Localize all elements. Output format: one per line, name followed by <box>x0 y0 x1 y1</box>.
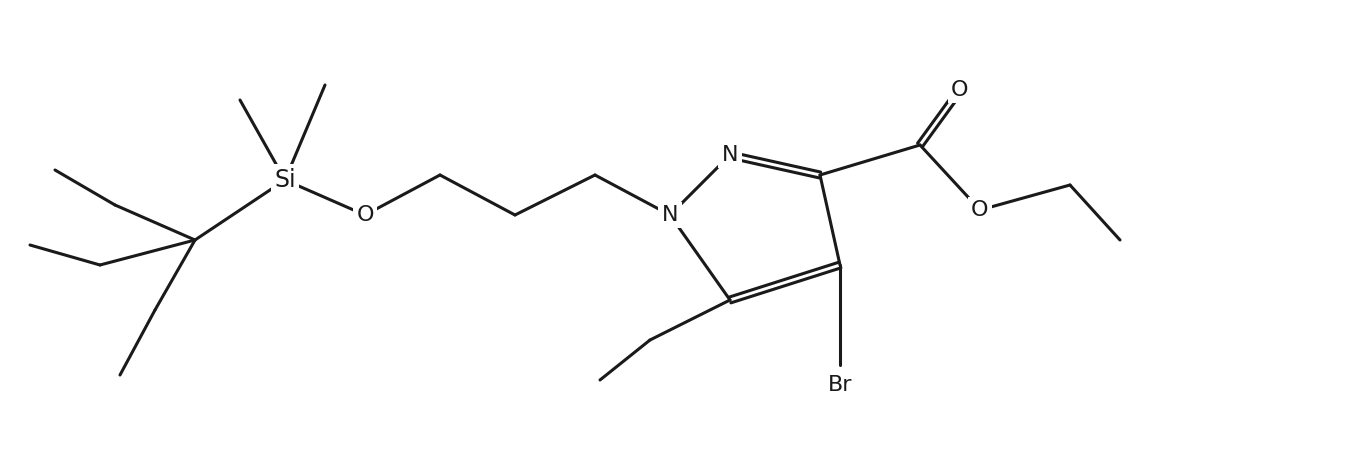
Text: N: N <box>722 145 738 165</box>
Text: Br: Br <box>827 375 852 395</box>
Text: Si: Si <box>274 168 296 192</box>
Text: O: O <box>356 205 374 225</box>
Text: N: N <box>662 205 678 225</box>
Text: O: O <box>951 80 969 100</box>
Text: O: O <box>971 200 989 220</box>
